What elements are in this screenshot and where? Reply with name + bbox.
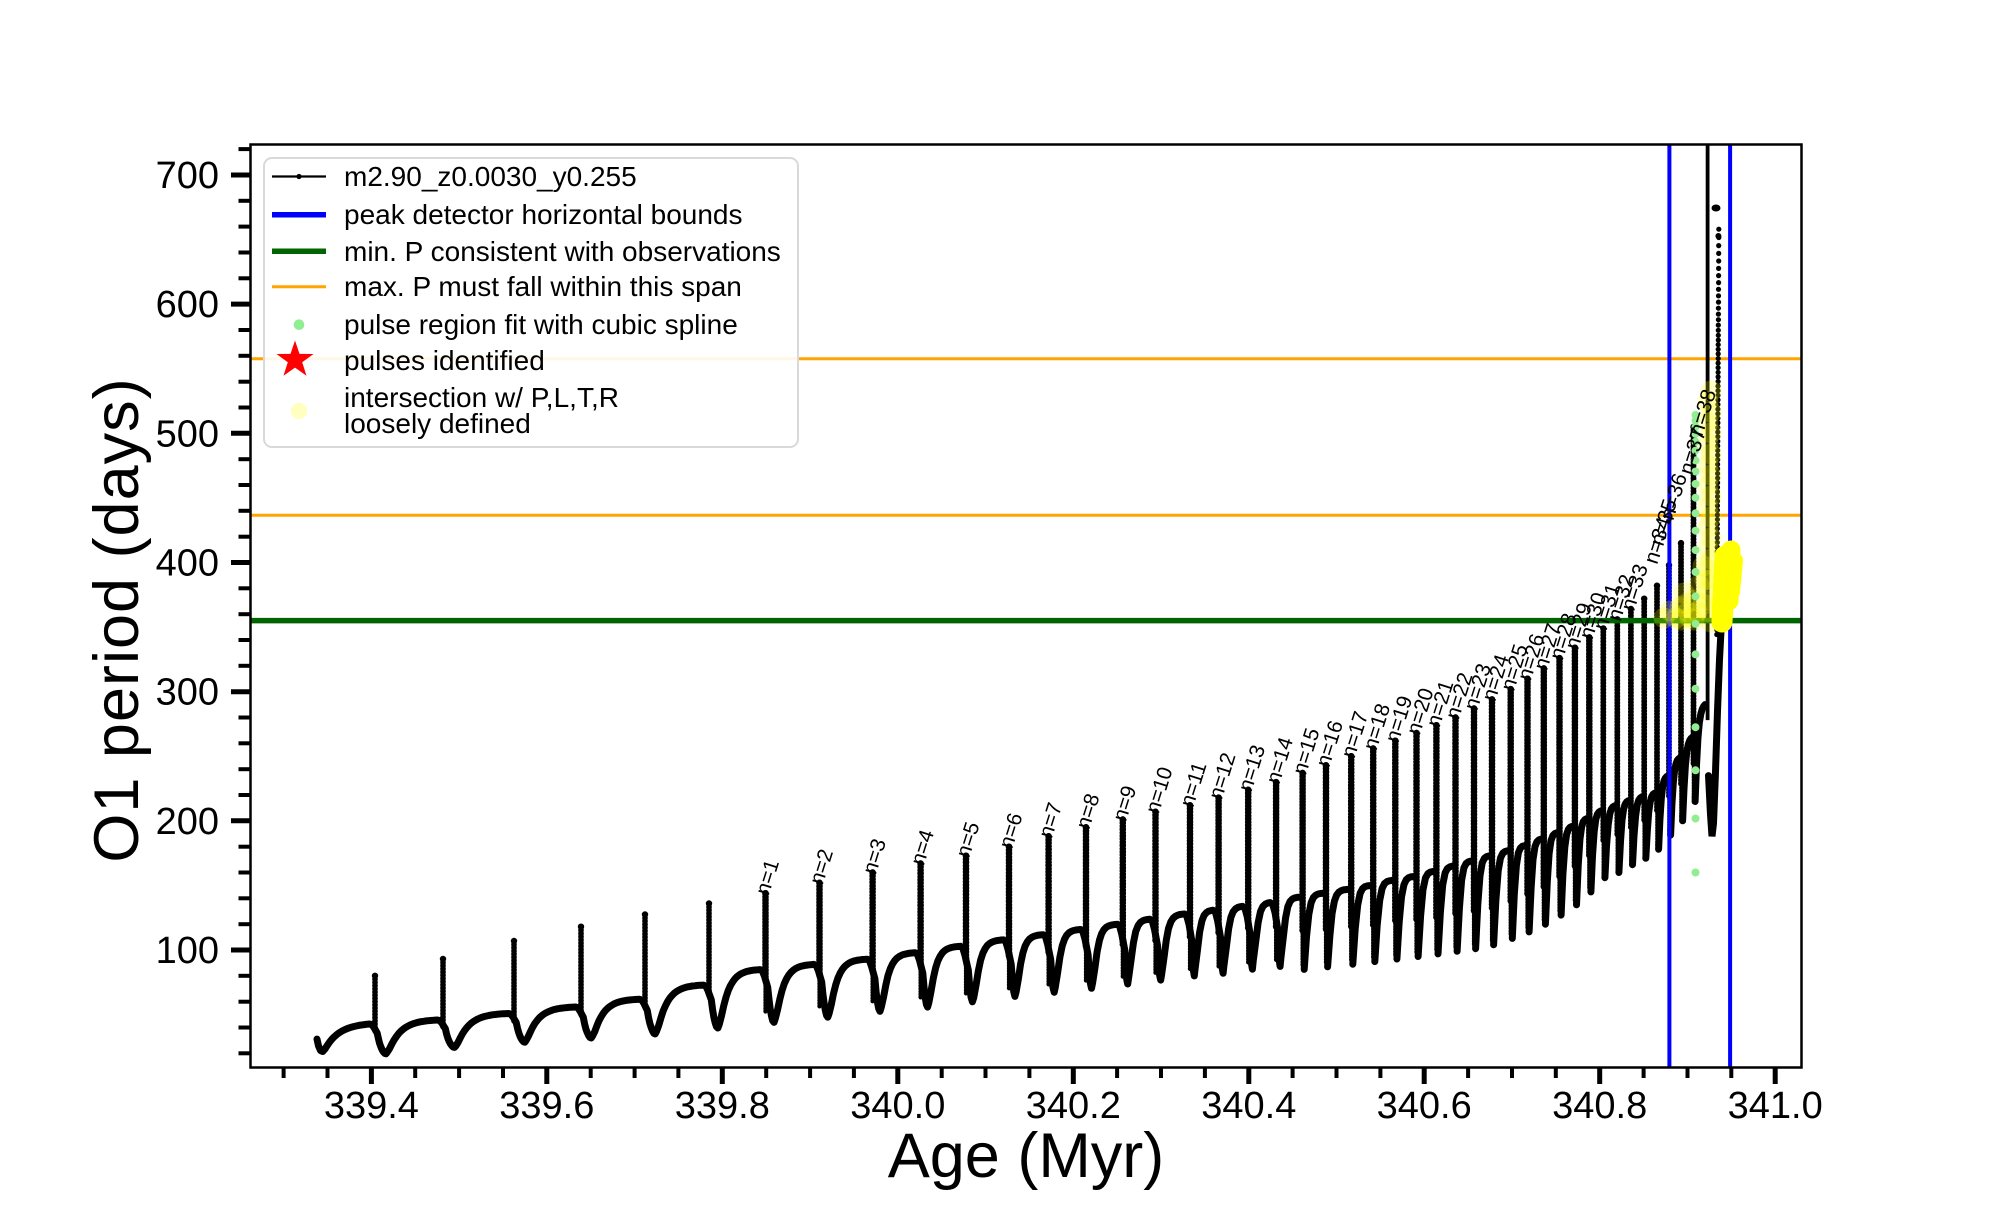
svg-text:340.2: 340.2 (1026, 1085, 1121, 1127)
svg-text:100: 100 (156, 930, 219, 972)
svg-text:500: 500 (156, 413, 219, 455)
svg-text:pulses identified: pulses identified (344, 345, 545, 376)
svg-text:O1 period (days): O1 period (days) (82, 377, 152, 862)
svg-text:700: 700 (156, 155, 219, 197)
svg-text:200: 200 (156, 801, 219, 843)
svg-text:340.4: 340.4 (1201, 1085, 1296, 1127)
svg-text:intersection w/ P,L,T,R: intersection w/ P,L,T,R (344, 382, 619, 413)
svg-text:max. P must fall within this s: max. P must fall within this span (344, 271, 742, 302)
svg-text:min. P consistent with observa: min. P consistent with observations (344, 236, 781, 267)
svg-text:340.0: 340.0 (850, 1085, 945, 1127)
svg-text:pulse region fit with cubic sp: pulse region fit with cubic spline (344, 309, 738, 340)
svg-text:Age (Myr): Age (Myr) (888, 1121, 1165, 1191)
svg-text:m2.90_z0.0030_y0.255: m2.90_z0.0030_y0.255 (344, 161, 637, 192)
svg-text:340.8: 340.8 (1552, 1085, 1647, 1127)
svg-text:341.0: 341.0 (1728, 1085, 1823, 1127)
svg-text:300: 300 (156, 672, 219, 714)
svg-text:600: 600 (156, 284, 219, 326)
svg-text:339.8: 339.8 (675, 1085, 770, 1127)
svg-text:peak detector horizontal bound: peak detector horizontal bounds (344, 199, 743, 230)
svg-text:340.6: 340.6 (1377, 1085, 1472, 1127)
svg-text:loosely defined: loosely defined (344, 408, 531, 439)
svg-text:400: 400 (156, 543, 219, 585)
svg-text:339.4: 339.4 (324, 1085, 419, 1127)
svg-text:339.6: 339.6 (499, 1085, 594, 1127)
